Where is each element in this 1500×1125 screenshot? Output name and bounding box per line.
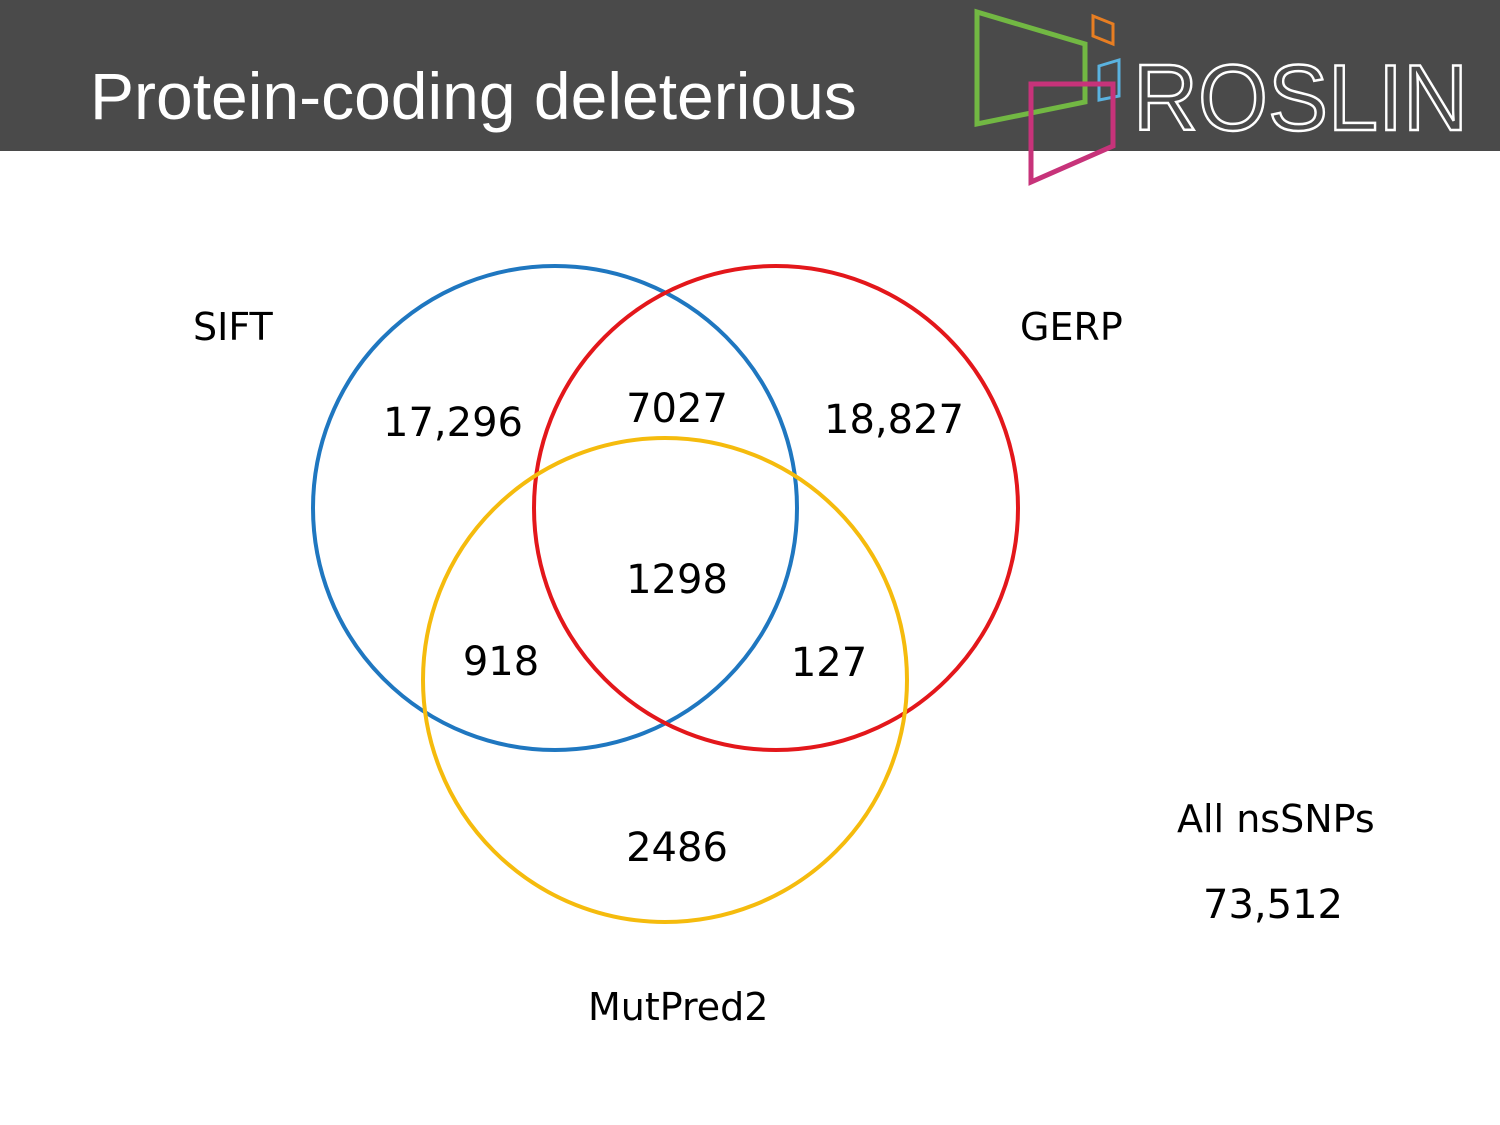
mutpred2-label: MutPred2 — [588, 985, 768, 1029]
total-label: All nsSNPs — [1177, 797, 1375, 841]
region-mutpred2-only: 2486 — [626, 825, 728, 871]
mutpred2-circle — [421, 436, 909, 924]
region-all-three: 1298 — [626, 557, 728, 603]
region-sift-gerp: 7027 — [626, 386, 728, 432]
logo-magenta-shape — [1028, 81, 1116, 186]
logo-orange-shape — [1091, 13, 1115, 47]
logo-green-shape — [974, 8, 1088, 128]
gerp-label: GERP — [1020, 305, 1123, 349]
sift-circle — [311, 264, 799, 752]
logo-text: ROSLIN — [1133, 45, 1468, 150]
total-value: 73,512 — [1203, 882, 1343, 928]
roslin-logo: ROSLIN — [974, 8, 1469, 186]
sift-label: SIFT — [193, 305, 274, 349]
gerp-circle — [532, 264, 1020, 752]
region-gerp-mutpred2: 127 — [791, 640, 867, 686]
slide-title: Protein-coding deleterious — [90, 59, 857, 133]
region-gerp-only: 18,827 — [824, 397, 964, 443]
logo-blue-shape — [1097, 57, 1121, 102]
region-sift-mutpred2: 918 — [463, 639, 539, 685]
region-sift-only: 17,296 — [383, 400, 523, 446]
header-bar: Protein-coding deleterious — [0, 0, 1500, 151]
